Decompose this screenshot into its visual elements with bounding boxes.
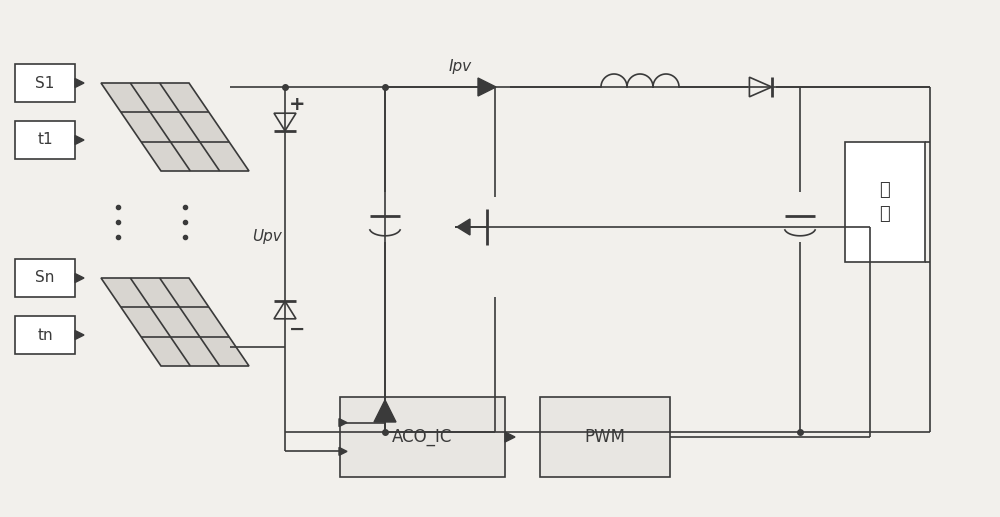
Polygon shape: [478, 78, 496, 96]
Text: t1: t1: [37, 132, 53, 147]
Text: ACO_IC: ACO_IC: [392, 428, 453, 446]
Polygon shape: [75, 273, 84, 282]
Text: Ipv: Ipv: [448, 59, 472, 74]
Polygon shape: [101, 278, 249, 366]
Text: −: −: [289, 320, 305, 339]
Bar: [15, 64, 75, 102]
Polygon shape: [75, 135, 84, 144]
Text: Sn: Sn: [35, 270, 55, 285]
Bar: [15, 121, 75, 159]
Polygon shape: [101, 83, 249, 171]
Text: S1: S1: [35, 75, 55, 90]
Bar: [15, 316, 75, 354]
Polygon shape: [339, 419, 347, 427]
Polygon shape: [457, 219, 470, 235]
Polygon shape: [339, 447, 347, 455]
Polygon shape: [75, 330, 84, 340]
Polygon shape: [75, 79, 84, 87]
Text: 负
载: 负 载: [880, 180, 890, 223]
Text: tn: tn: [37, 327, 53, 342]
Polygon shape: [505, 432, 515, 442]
Text: PWM: PWM: [584, 428, 626, 446]
Text: Upv: Upv: [252, 230, 282, 245]
Polygon shape: [374, 400, 396, 422]
Bar: [340, 397, 505, 477]
Bar: [15, 259, 75, 297]
Text: +: +: [289, 96, 305, 114]
Bar: [845, 142, 925, 262]
Bar: [540, 397, 670, 477]
